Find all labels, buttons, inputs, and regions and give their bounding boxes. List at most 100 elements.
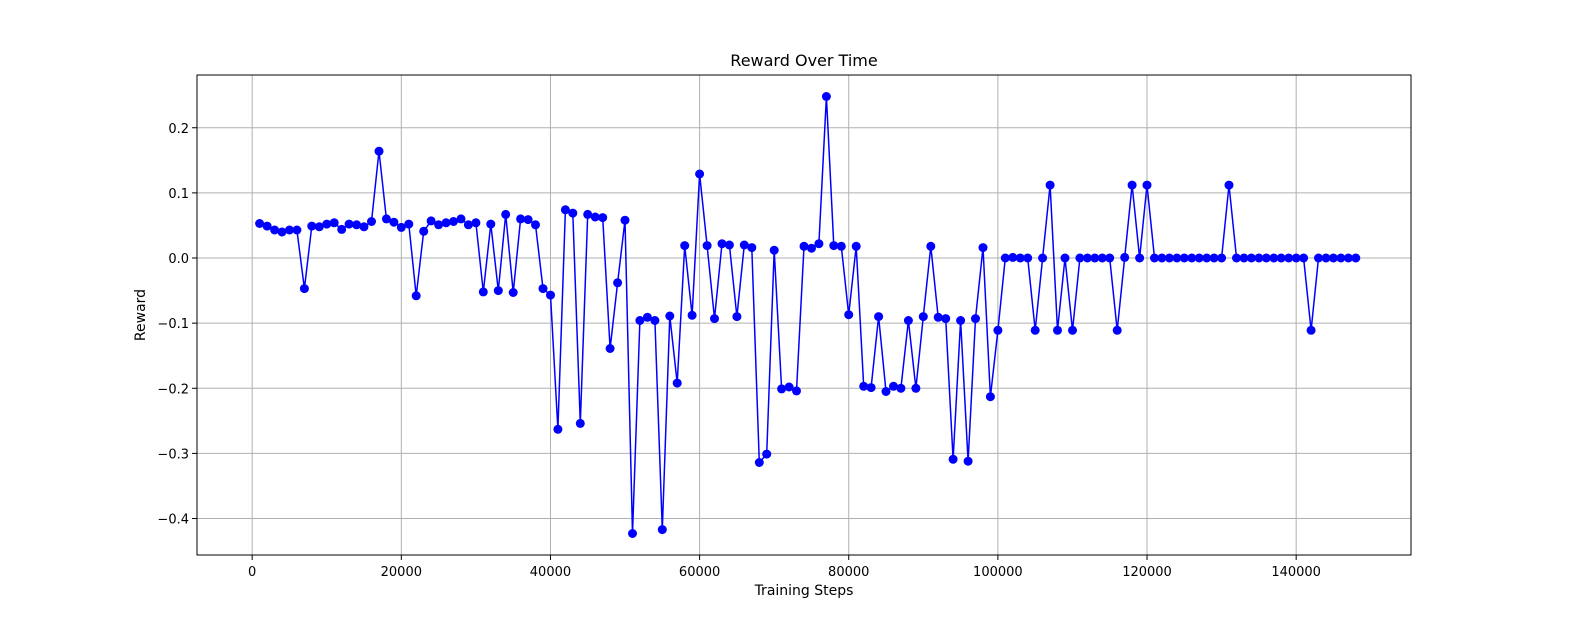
data-point — [814, 239, 824, 249]
y-tick-label: 0.1 — [168, 187, 189, 202]
plot-frame — [196, 74, 1412, 556]
data-point — [1306, 325, 1316, 335]
data-point — [1120, 252, 1130, 262]
data-point — [307, 221, 317, 231]
data-point — [665, 311, 675, 321]
data-point — [635, 316, 645, 325]
data-point — [538, 284, 548, 294]
data-point — [560, 205, 570, 215]
data-point — [426, 216, 436, 226]
data-point — [807, 243, 816, 253]
data-point — [642, 312, 652, 322]
data-point — [546, 290, 555, 300]
data-point — [859, 381, 869, 391]
data-point — [419, 226, 429, 236]
data-series — [255, 92, 1361, 538]
data-point — [367, 217, 376, 226]
data-point — [1343, 253, 1353, 263]
data-point — [501, 209, 511, 219]
data-point — [1157, 253, 1167, 263]
data-point — [650, 316, 660, 325]
data-point — [978, 243, 988, 253]
data-point — [508, 288, 518, 297]
data-point — [762, 449, 772, 459]
data-point — [1261, 253, 1271, 263]
data-point — [971, 314, 980, 324]
data-point — [896, 383, 906, 393]
data-point — [1187, 253, 1197, 263]
data-point — [1150, 253, 1159, 263]
y-tick-label: 0.2 — [168, 122, 189, 137]
data-point — [299, 284, 309, 294]
x-tick-label: 20000 — [381, 565, 422, 580]
data-point — [695, 169, 705, 179]
data-point — [747, 243, 757, 253]
data-point — [657, 525, 667, 535]
x-tick-label: 60000 — [679, 565, 720, 580]
data-point — [396, 222, 406, 232]
data-point — [411, 291, 421, 301]
data-point — [575, 418, 585, 428]
data-point — [784, 382, 794, 392]
x-tick-label: 120000 — [1122, 565, 1172, 580]
chart-title: Reward Over Time — [730, 51, 877, 70]
data-point — [777, 384, 787, 394]
data-point — [1276, 253, 1286, 263]
data-point — [792, 386, 801, 396]
data-point — [933, 312, 943, 322]
data-point — [1112, 325, 1122, 335]
data-point — [739, 240, 749, 250]
data-point — [1239, 253, 1249, 263]
data-point — [926, 241, 936, 251]
data-point — [1232, 253, 1241, 263]
y-tick-label: −0.1 — [157, 317, 189, 332]
data-point — [1194, 253, 1204, 263]
data-point — [329, 218, 339, 228]
data-point — [687, 310, 697, 320]
data-point — [829, 241, 839, 251]
data-point — [1000, 253, 1010, 263]
data-point — [1097, 253, 1107, 263]
data-point — [1336, 253, 1346, 263]
x-tick-label: 0 — [248, 565, 256, 580]
y-tick-label: 0.0 — [168, 252, 189, 267]
data-point — [553, 424, 563, 434]
data-point — [769, 245, 779, 255]
data-point — [1299, 253, 1309, 263]
data-point — [1246, 253, 1256, 263]
data-point — [821, 92, 831, 101]
data-point — [389, 217, 399, 227]
data-point — [1045, 180, 1055, 190]
data-point — [404, 219, 414, 229]
data-point — [1172, 253, 1182, 263]
data-point — [1351, 253, 1361, 263]
data-point — [1142, 180, 1152, 190]
data-point — [1030, 325, 1040, 335]
data-point — [449, 217, 458, 226]
data-point — [471, 218, 481, 228]
data-point — [866, 383, 876, 393]
data-point — [628, 529, 637, 538]
data-point — [710, 314, 719, 324]
data-point — [381, 214, 391, 224]
data-point — [1090, 253, 1100, 263]
data-point — [1015, 253, 1025, 263]
data-point — [1291, 253, 1301, 263]
data-point — [620, 215, 630, 225]
data-point — [1075, 253, 1085, 263]
data-point — [1127, 180, 1137, 190]
data-point — [1269, 253, 1279, 263]
data-point — [1038, 253, 1048, 263]
data-point — [605, 344, 615, 353]
data-point — [1321, 253, 1331, 263]
x-tick-label: 100000 — [973, 565, 1023, 580]
data-point — [374, 146, 384, 156]
grid-lines — [197, 75, 1411, 555]
y-tick-label: −0.2 — [157, 382, 189, 397]
data-point — [523, 215, 533, 225]
x-tick-label: 40000 — [530, 565, 571, 580]
data-point — [1328, 253, 1338, 263]
data-point — [948, 454, 958, 464]
data-point — [732, 312, 742, 322]
